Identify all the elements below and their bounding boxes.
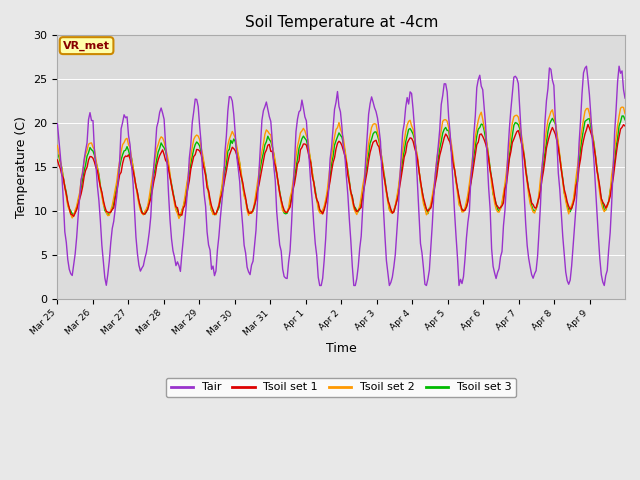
Tsoil set 1 <box>70 214 77 219</box>
Tsoil set 1 <box>620 122 627 128</box>
Tsoil set 2 <box>618 104 626 110</box>
Tsoil set 1 <box>54 157 61 163</box>
Legend: Tair, Tsoil set 1, Tsoil set 2, Tsoil set 3: Tair, Tsoil set 1, Tsoil set 2, Tsoil se… <box>166 378 516 397</box>
Title: Soil Temperature at -4cm: Soil Temperature at -4cm <box>244 15 438 30</box>
Tsoil set 1 <box>347 189 355 195</box>
Tsoil set 2 <box>544 118 552 123</box>
Tsoil set 3 <box>621 117 629 123</box>
Y-axis label: Temperature (C): Temperature (C) <box>15 116 28 218</box>
Tsoil set 1 <box>621 123 629 129</box>
Tsoil set 3 <box>91 152 99 158</box>
Tsoil set 3 <box>618 113 626 119</box>
Tsoil set 3 <box>620 113 627 119</box>
Tair <box>54 121 61 127</box>
Tair <box>73 234 81 240</box>
Tsoil set 2 <box>54 143 61 148</box>
Line: Tair: Tair <box>58 66 625 286</box>
Line: Tsoil set 2: Tsoil set 2 <box>58 107 625 218</box>
Line: Tsoil set 1: Tsoil set 1 <box>58 124 625 216</box>
Tsoil set 1 <box>74 202 82 207</box>
Tsoil set 3 <box>177 213 184 219</box>
Tsoil set 2 <box>175 216 183 221</box>
Tair <box>347 238 355 244</box>
Tair <box>460 274 467 279</box>
Tsoil set 2 <box>91 146 99 152</box>
Tsoil set 2 <box>347 191 355 197</box>
Tsoil set 3 <box>73 206 81 212</box>
Tsoil set 1 <box>460 207 467 213</box>
Tsoil set 2 <box>460 209 467 215</box>
Tsoil set 3 <box>460 208 467 214</box>
Tsoil set 1 <box>544 139 552 144</box>
Tsoil set 3 <box>544 129 552 134</box>
X-axis label: Time: Time <box>326 343 356 356</box>
Text: VR_met: VR_met <box>63 40 110 51</box>
Tsoil set 3 <box>347 190 355 195</box>
Line: Tsoil set 3: Tsoil set 3 <box>58 116 625 216</box>
Tair <box>621 95 629 101</box>
Tair <box>91 147 99 153</box>
Tsoil set 1 <box>92 165 100 170</box>
Tair <box>544 86 552 92</box>
Tsoil set 3 <box>54 150 61 156</box>
Tair <box>620 87 627 93</box>
Tsoil set 2 <box>621 111 629 117</box>
Tsoil set 2 <box>73 203 81 209</box>
Tsoil set 1 <box>584 121 592 127</box>
Tair <box>615 63 623 69</box>
Tair <box>316 283 324 288</box>
Tsoil set 2 <box>620 105 627 110</box>
